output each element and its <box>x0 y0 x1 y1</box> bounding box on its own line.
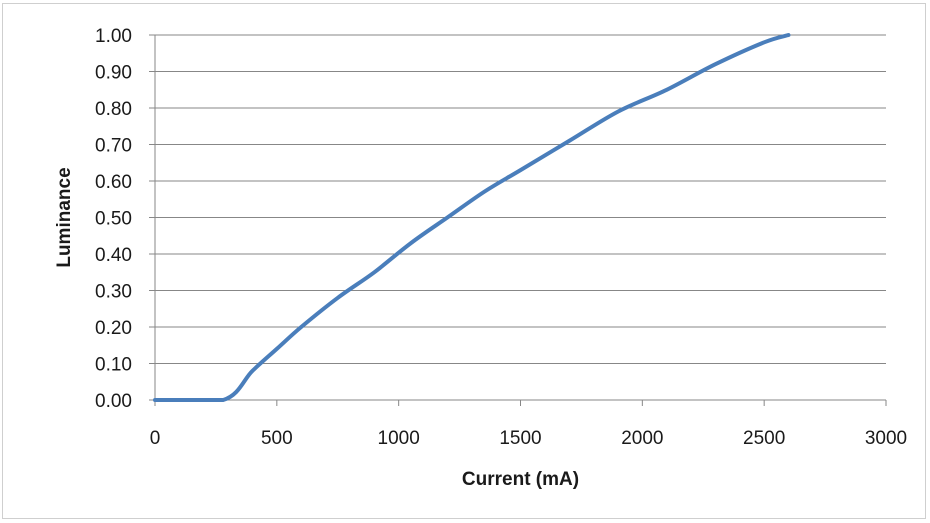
y-tick-label: 0.30 <box>95 282 132 303</box>
x-tick-label: 1500 <box>499 428 541 449</box>
x-tick-label: 0 <box>150 428 161 449</box>
y-tick-label: 0.60 <box>95 172 132 193</box>
chart-frame <box>2 3 926 519</box>
x-tick-label: 1000 <box>378 428 420 449</box>
gridlines <box>155 34 886 364</box>
y-tick-label: 1.00 <box>95 26 132 47</box>
series-group <box>153 33 791 402</box>
y-tick-label: 0.70 <box>95 136 132 157</box>
y-tick-label: 0.90 <box>95 63 132 84</box>
y-tick-label: 0.40 <box>95 245 132 266</box>
y-tick-label: 0.00 <box>95 391 132 412</box>
y-tick-label: 0.50 <box>95 209 132 230</box>
series-line-0 <box>153 33 791 402</box>
y-tick-labels: 0.00 0.10 0.20 0.30 0.40 0.50 0.60 0.70 0.80 0.90… <box>95 26 132 412</box>
x-tick-label: 500 <box>261 428 293 449</box>
y-tick-label: 0.10 <box>95 355 132 376</box>
x-axis-title: Current (mA) <box>462 469 579 490</box>
y-axis-title: Luminance <box>54 167 75 267</box>
y-tick-label: 0.20 <box>95 318 132 339</box>
y-tick-label: 0.80 <box>95 99 132 120</box>
axes <box>149 34 887 406</box>
x-tick-label: 2000 <box>621 428 663 449</box>
x-tick-label: 2500 <box>743 428 785 449</box>
x-tick-label: 3000 <box>865 428 907 449</box>
x-tick-labels: 0 500 1000 1500 2000 2500 3000 <box>150 428 907 449</box>
